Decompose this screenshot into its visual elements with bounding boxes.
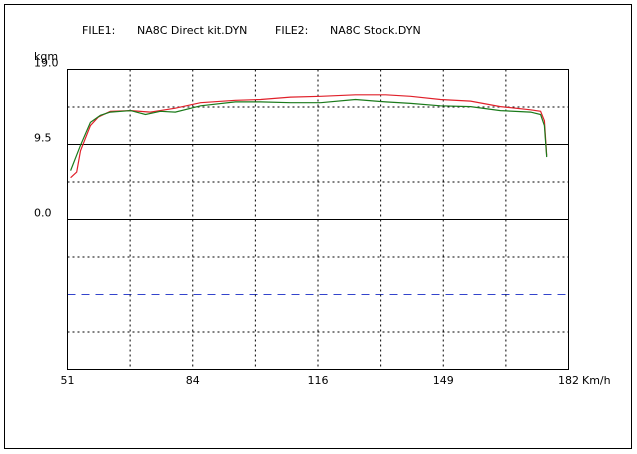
y-tick-label: 0.0: [34, 207, 52, 220]
series-line: [70, 98, 548, 171]
x-tick-label: 182: [558, 374, 579, 387]
x-tick-label: 51: [61, 374, 75, 387]
y-axis-label: kgm: [34, 50, 58, 63]
x-axis-label: Km/h: [582, 374, 611, 387]
legend-entry: NA8C Direct kit.DYN: [137, 24, 247, 37]
y-tick-label: 19.0: [34, 57, 59, 70]
x-tick-label: 84: [186, 374, 200, 387]
legend-label: FILE1:: [82, 24, 115, 37]
x-tick-label: 149: [433, 374, 454, 387]
legend-entry: NA8C Stock.DYN: [330, 24, 421, 37]
y-tick-label: 9.5: [34, 132, 52, 145]
frame: [4, 4, 632, 449]
legend-label: FILE2:: [275, 24, 308, 37]
x-tick-label: 116: [308, 374, 329, 387]
plot-border: [67, 69, 569, 370]
series-line: [70, 94, 548, 179]
